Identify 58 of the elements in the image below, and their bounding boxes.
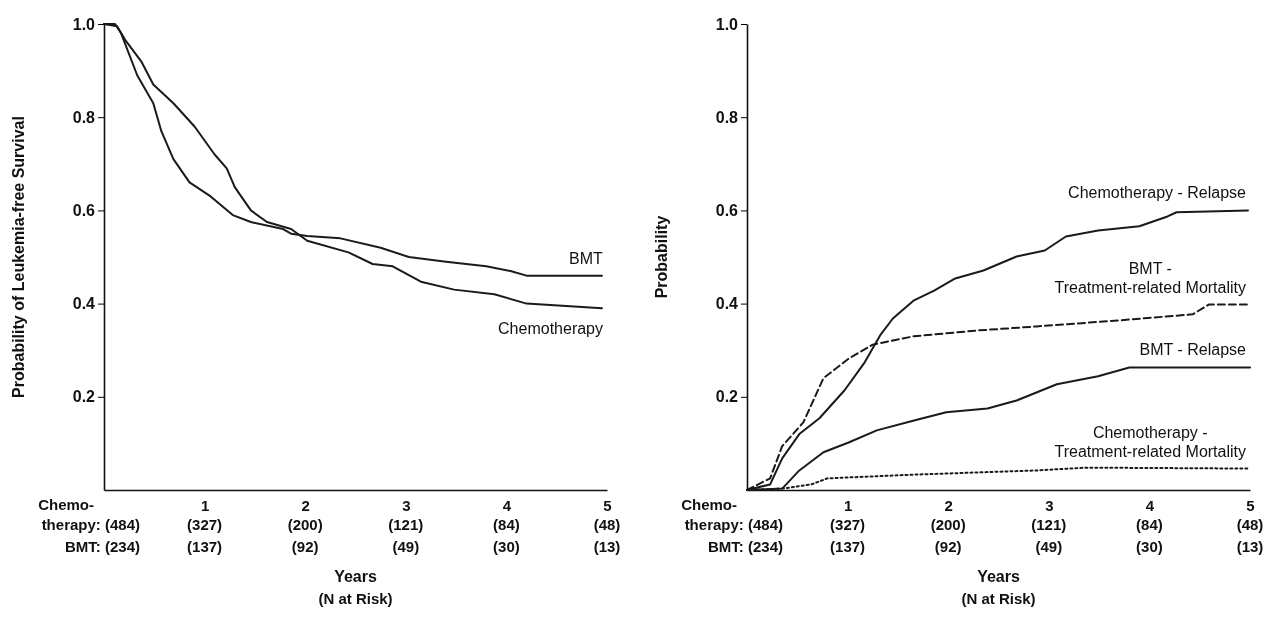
text: Chemo- xyxy=(38,496,94,513)
text: (92) xyxy=(291,538,319,555)
series-label: BMT xyxy=(569,249,604,267)
x-tick-label: 4 xyxy=(1145,496,1155,514)
text: (121) xyxy=(388,516,424,533)
x-tick-label: 2 xyxy=(301,496,310,514)
y-axis-title: Probability of Leukemia-free Survival xyxy=(10,116,27,398)
text: (327) xyxy=(830,516,866,533)
x-tick-label: 3 xyxy=(402,496,411,514)
series-label: BMT - Treatment-related Mortality xyxy=(1054,259,1246,296)
text: (N at Risk) xyxy=(961,590,1036,607)
x-tick-label: 3 xyxy=(1045,496,1054,514)
series-label: Chemotherapy - Treatment-related Mortality xyxy=(1054,423,1246,460)
x-tick-label: 5 xyxy=(603,496,612,514)
y-tick-label: 0.6 xyxy=(72,202,96,220)
y-tick-label: 1.0 xyxy=(72,15,96,33)
text: (49) xyxy=(1035,538,1063,555)
text: BMT: (234) xyxy=(64,538,140,555)
x-tick-label: 1 xyxy=(843,496,853,514)
series-label: BMT - Relapse xyxy=(1139,341,1247,359)
text: (84) xyxy=(1136,516,1163,533)
x-tick-label: 2 xyxy=(944,496,953,514)
text: Chemo- xyxy=(681,496,737,513)
text: (137) xyxy=(187,538,223,555)
series-label: Chemotherapy - Relapse xyxy=(1068,184,1247,202)
text: (137) xyxy=(830,538,866,555)
text: (48) xyxy=(593,516,621,533)
x-axis-title: Years xyxy=(334,568,377,585)
text: therapy: (484) xyxy=(684,516,783,533)
text: (49) xyxy=(392,538,420,555)
y-tick-label: 0.2 xyxy=(715,388,739,406)
text: (200) xyxy=(287,516,323,533)
text: (N at Risk) xyxy=(318,590,393,607)
y-tick-label: 0.4 xyxy=(715,295,739,313)
x-tick-label: 5 xyxy=(1246,496,1255,514)
x-tick-label: 4 xyxy=(502,496,512,514)
text: (327) xyxy=(187,516,223,533)
text: (13) xyxy=(1236,538,1264,555)
y-tick-label: 1.0 xyxy=(715,15,739,33)
text: (30) xyxy=(493,538,520,555)
y-tick-label: 0.4 xyxy=(72,295,96,313)
x-axis-title: Years xyxy=(977,568,1020,585)
y-tick-label: 0.8 xyxy=(72,108,96,126)
text: (121) xyxy=(1031,516,1067,533)
y-axis-title: Probability xyxy=(653,215,670,299)
y-tick-label: 0.8 xyxy=(715,108,739,126)
y-tick-label: 0.2 xyxy=(72,388,96,406)
text: (200) xyxy=(930,516,966,533)
text: (48) xyxy=(1236,516,1264,533)
text: (13) xyxy=(593,538,621,555)
text: (30) xyxy=(1136,538,1163,555)
y-tick-label: 0.6 xyxy=(715,202,739,220)
text: BMT: (234) xyxy=(707,538,783,555)
text: (92) xyxy=(934,538,962,555)
text: therapy: (484) xyxy=(41,516,140,533)
series-label: Chemotherapy xyxy=(498,320,603,338)
text: (84) xyxy=(493,516,520,533)
x-tick-label: 1 xyxy=(200,496,210,514)
